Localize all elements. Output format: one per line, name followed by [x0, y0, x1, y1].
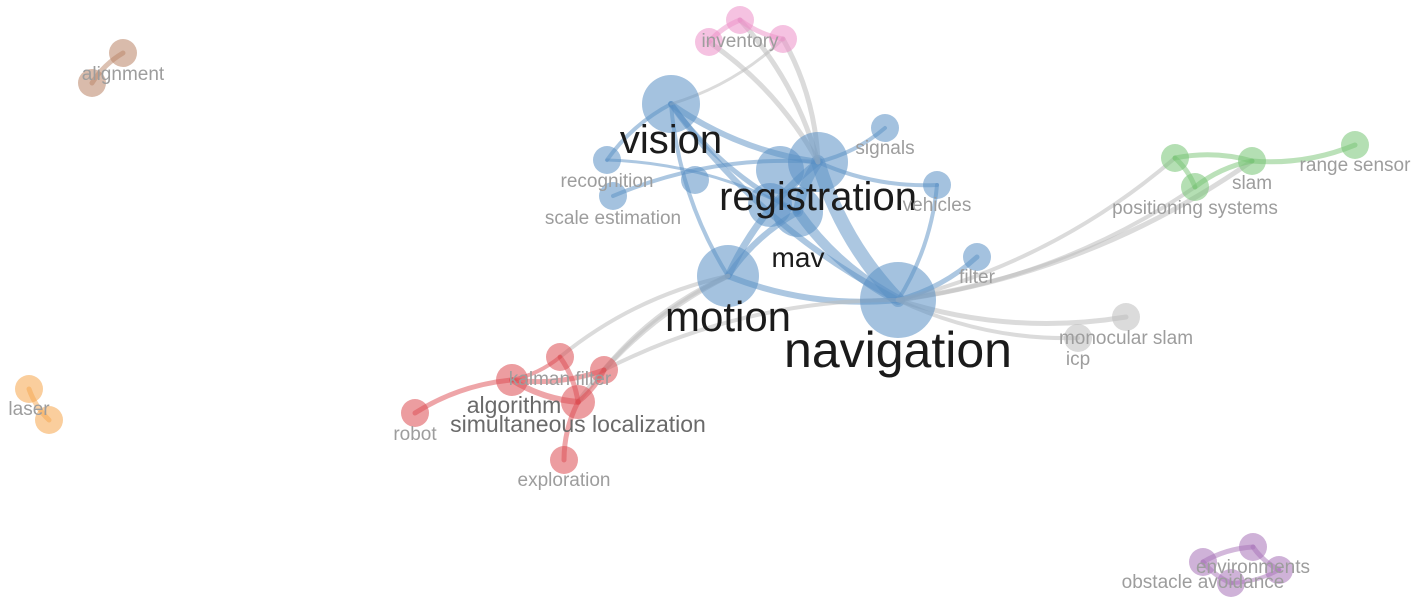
- label-environments: environments: [1196, 557, 1310, 578]
- node-alignment[interactable]: [109, 39, 137, 67]
- node-motion[interactable]: [697, 245, 759, 307]
- label-vision: vision: [620, 118, 722, 162]
- node-positioning-systems[interactable]: [1181, 173, 1209, 201]
- label-kalman-filter: kalman filter: [509, 369, 612, 390]
- label-inventory: inventory: [701, 31, 779, 52]
- node-environments[interactable]: [1239, 533, 1267, 561]
- node-vision[interactable]: [642, 75, 700, 133]
- node-slam[interactable]: [1238, 147, 1266, 175]
- edge-29: [602, 297, 900, 372]
- edge-28: [896, 185, 1197, 302]
- bubbles-layer: [15, 6, 1369, 597]
- label-alignment: alignment: [82, 64, 165, 85]
- node-simultaneous-localization[interactable]: [561, 385, 595, 419]
- node-filter[interactable]: [963, 243, 991, 271]
- label-monocular-slam: monocular slam: [1059, 328, 1193, 349]
- node-signals[interactable]: [871, 114, 899, 142]
- node-bubble-0: [695, 28, 723, 56]
- label-obstacle-avoidance: obstacle avoidance: [1122, 572, 1285, 593]
- node-bubble-8: [681, 166, 709, 194]
- node-bubble-1: [769, 25, 797, 53]
- label-signals: signals: [855, 138, 914, 159]
- node-robot[interactable]: [401, 399, 429, 427]
- label-slam: slam: [1232, 173, 1272, 194]
- label-recognition: recognition: [561, 171, 654, 192]
- node-inventory[interactable]: [726, 6, 754, 34]
- node-obstacle-avoidance[interactable]: [1189, 548, 1217, 576]
- label-vehicles: vehicles: [903, 195, 972, 216]
- node-bubble-3: [78, 69, 106, 97]
- label-range-sensor: range sensor: [1300, 155, 1412, 176]
- label-motion: motion: [665, 293, 791, 340]
- node-navigation[interactable]: [860, 262, 936, 338]
- edge-27: [896, 156, 1177, 302]
- label-positioning-systems: positioning systems: [1112, 198, 1278, 219]
- label-icp: icp: [1066, 349, 1090, 370]
- label-exploration: exploration: [518, 470, 611, 491]
- node-laser[interactable]: [15, 375, 43, 403]
- label-algorithm: algorithm: [467, 392, 562, 418]
- node-registration[interactable]: [788, 132, 848, 192]
- node-kalman-filter[interactable]: [590, 356, 618, 384]
- node-mav[interactable]: [773, 187, 823, 237]
- node-range-sensor[interactable]: [1341, 131, 1369, 159]
- labels-layer: navigation registration motion vision mav sig…: [8, 31, 1411, 593]
- node-vehicles[interactable]: [923, 171, 951, 199]
- node-bubble-4: [35, 406, 63, 434]
- label-navigation: navigation: [784, 322, 1012, 378]
- node-exploration[interactable]: [550, 446, 578, 474]
- node-icp[interactable]: [1064, 324, 1092, 352]
- label-robot: robot: [393, 424, 437, 445]
- node-bubble-6: [1217, 569, 1245, 597]
- label-simultaneous-localization: simultaneous localization: [450, 411, 706, 437]
- label-laser: laser: [8, 399, 50, 420]
- label-filter: filter: [959, 267, 996, 288]
- label-registration: registration: [719, 175, 917, 219]
- node-scale-estimation[interactable]: [599, 182, 627, 210]
- node-algorithm[interactable]: [496, 364, 528, 396]
- node-monocular-slam[interactable]: [1112, 303, 1140, 331]
- node-bubble-7: [546, 343, 574, 371]
- node-bubble-2: [1161, 144, 1189, 172]
- node-recognition[interactable]: [593, 146, 621, 174]
- label-mav: mav: [772, 242, 825, 273]
- label-scale-estimation: scale estimation: [545, 208, 681, 229]
- node-bubble-5: [1265, 556, 1293, 584]
